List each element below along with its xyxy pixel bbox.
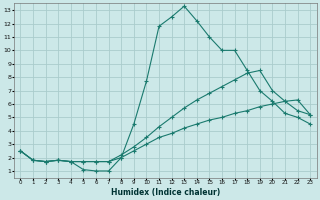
X-axis label: Humidex (Indice chaleur): Humidex (Indice chaleur) [111, 188, 220, 197]
